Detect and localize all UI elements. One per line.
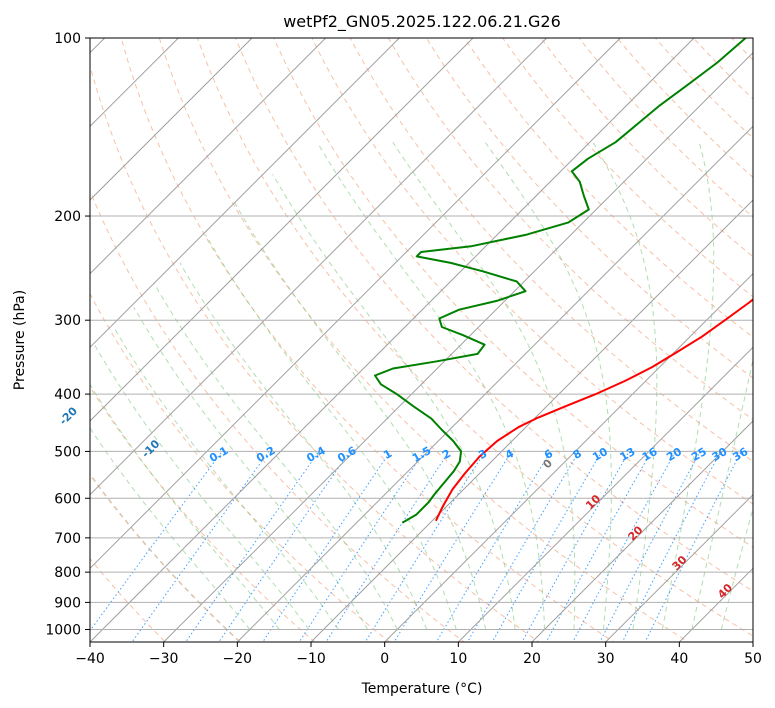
isotherm-line bbox=[310, 199, 753, 642]
x-tick-label: 10 bbox=[449, 651, 467, 667]
moist-adiabat-line bbox=[205, 234, 457, 630]
dry-adiabat-line bbox=[463, 38, 753, 338]
x-tick-label: 50 bbox=[744, 651, 762, 667]
dewpoint-line bbox=[374, 38, 747, 524]
isotherm-line bbox=[605, 493, 753, 642]
moist-adiabat-line bbox=[90, 427, 251, 630]
isotherm-line bbox=[90, 38, 327, 275]
moist-adiabat-line bbox=[661, 142, 715, 630]
x-axis: −40 −30 −20 −10 0 10 20 30 40 50 bbox=[75, 642, 762, 667]
x-tick-label: −40 bbox=[75, 651, 105, 667]
moist-adiabat-line bbox=[691, 356, 753, 630]
x-tick-label: −10 bbox=[296, 651, 326, 667]
mixing-ratio-line bbox=[262, 451, 391, 642]
y-tick-label: 200 bbox=[54, 209, 81, 225]
y-tick-label: 800 bbox=[54, 565, 81, 581]
dry-adiabat-line bbox=[90, 189, 465, 642]
dry-adiabat-line bbox=[349, 38, 753, 463]
mixing-ratio-line bbox=[90, 451, 223, 632]
profile-series bbox=[374, 38, 753, 524]
y-tick-label: 700 bbox=[54, 531, 81, 547]
mixing-ratio-line bbox=[521, 451, 630, 642]
dry-adiabat-line bbox=[540, 38, 753, 258]
moist-adiabat-line bbox=[133, 306, 369, 630]
y-tick-label: 100 bbox=[54, 31, 81, 47]
moist-adiabat-line bbox=[94, 344, 310, 630]
dry-adiabat-line bbox=[90, 292, 391, 642]
moist-adiabat-line bbox=[153, 283, 398, 630]
dry-adiabat-line bbox=[235, 38, 753, 592]
moist-adiabat-line bbox=[179, 262, 428, 630]
mixing-ratio-line bbox=[131, 451, 270, 642]
y-tick-label: 300 bbox=[54, 313, 81, 329]
isotherm-line bbox=[90, 38, 253, 201]
mixing-ratio-line bbox=[621, 451, 722, 642]
isotherm-line bbox=[163, 51, 753, 642]
moist-adiabat-line bbox=[316, 141, 545, 630]
dry-adiabat-line bbox=[120, 38, 615, 642]
isotherm-line bbox=[90, 38, 621, 570]
x-tick-label: 40 bbox=[670, 651, 688, 667]
isotherm-line bbox=[384, 272, 753, 642]
mixing-ratio-line bbox=[644, 451, 742, 642]
dry-adiabat-line bbox=[502, 38, 753, 298]
mixing-ratio-line bbox=[545, 451, 652, 642]
moist-adiabat-line bbox=[234, 202, 487, 630]
temperature-line bbox=[434, 298, 753, 522]
dry-adiabat-line bbox=[90, 386, 316, 642]
grid-lines bbox=[90, 38, 753, 642]
isotherm-line bbox=[90, 38, 548, 496]
isotherm-line bbox=[531, 420, 753, 642]
isotherm-line bbox=[90, 38, 695, 642]
dry-adiabat-line bbox=[387, 38, 753, 421]
dry-adiabat-line bbox=[578, 38, 753, 218]
y-tick-label: 400 bbox=[54, 387, 81, 403]
isotherm-line bbox=[236, 125, 753, 642]
x-tick-label: −30 bbox=[149, 651, 179, 667]
x-tick-label: 30 bbox=[597, 651, 615, 667]
mixing-ratio-line bbox=[185, 451, 320, 642]
isotherm-line bbox=[90, 38, 474, 422]
moist-adiabat-line bbox=[592, 141, 658, 630]
mixing-ratio-line bbox=[218, 451, 351, 642]
dry-adiabat-line bbox=[158, 38, 690, 642]
mixing-ratio-line bbox=[466, 451, 580, 642]
x-tick-label: 0 bbox=[380, 651, 389, 667]
moist-adiabat-line bbox=[484, 141, 612, 630]
mixing-ratio-line bbox=[325, 451, 450, 642]
x-axis-label: Temperature (°C) bbox=[361, 681, 483, 697]
x-tick-label: 20 bbox=[523, 651, 541, 667]
dry-adiabat-line bbox=[273, 38, 753, 548]
y-axis: 1000 900 800 700 600 500 400 300 200 100 bbox=[45, 31, 90, 638]
moist-adiabat-line bbox=[392, 141, 576, 630]
y-tick-label: 500 bbox=[54, 444, 81, 460]
isotherm-line bbox=[457, 346, 753, 642]
dry-adiabat-line bbox=[311, 38, 753, 505]
y-tick-label: 1000 bbox=[45, 622, 81, 638]
background-lines bbox=[90, 38, 753, 642]
y-axis-label: Pressure (hPa) bbox=[12, 290, 28, 390]
mixing-ratio-line bbox=[491, 451, 603, 642]
moist-adiabat-line bbox=[114, 328, 339, 630]
mixing-ratio-line bbox=[435, 451, 552, 642]
x-tick-label: −20 bbox=[223, 651, 253, 667]
plot-frame bbox=[89, 37, 754, 643]
mixing-ratio-line bbox=[298, 451, 425, 642]
chart-title: wetPf2_GN05.2025.122.06.21.G26 bbox=[283, 12, 561, 32]
dry-adiabat-line bbox=[90, 64, 540, 642]
isotherm-line bbox=[90, 38, 400, 349]
y-tick-label: 900 bbox=[54, 595, 81, 611]
y-tick-label: 600 bbox=[54, 491, 81, 507]
moist-adiabat-line bbox=[90, 383, 280, 630]
